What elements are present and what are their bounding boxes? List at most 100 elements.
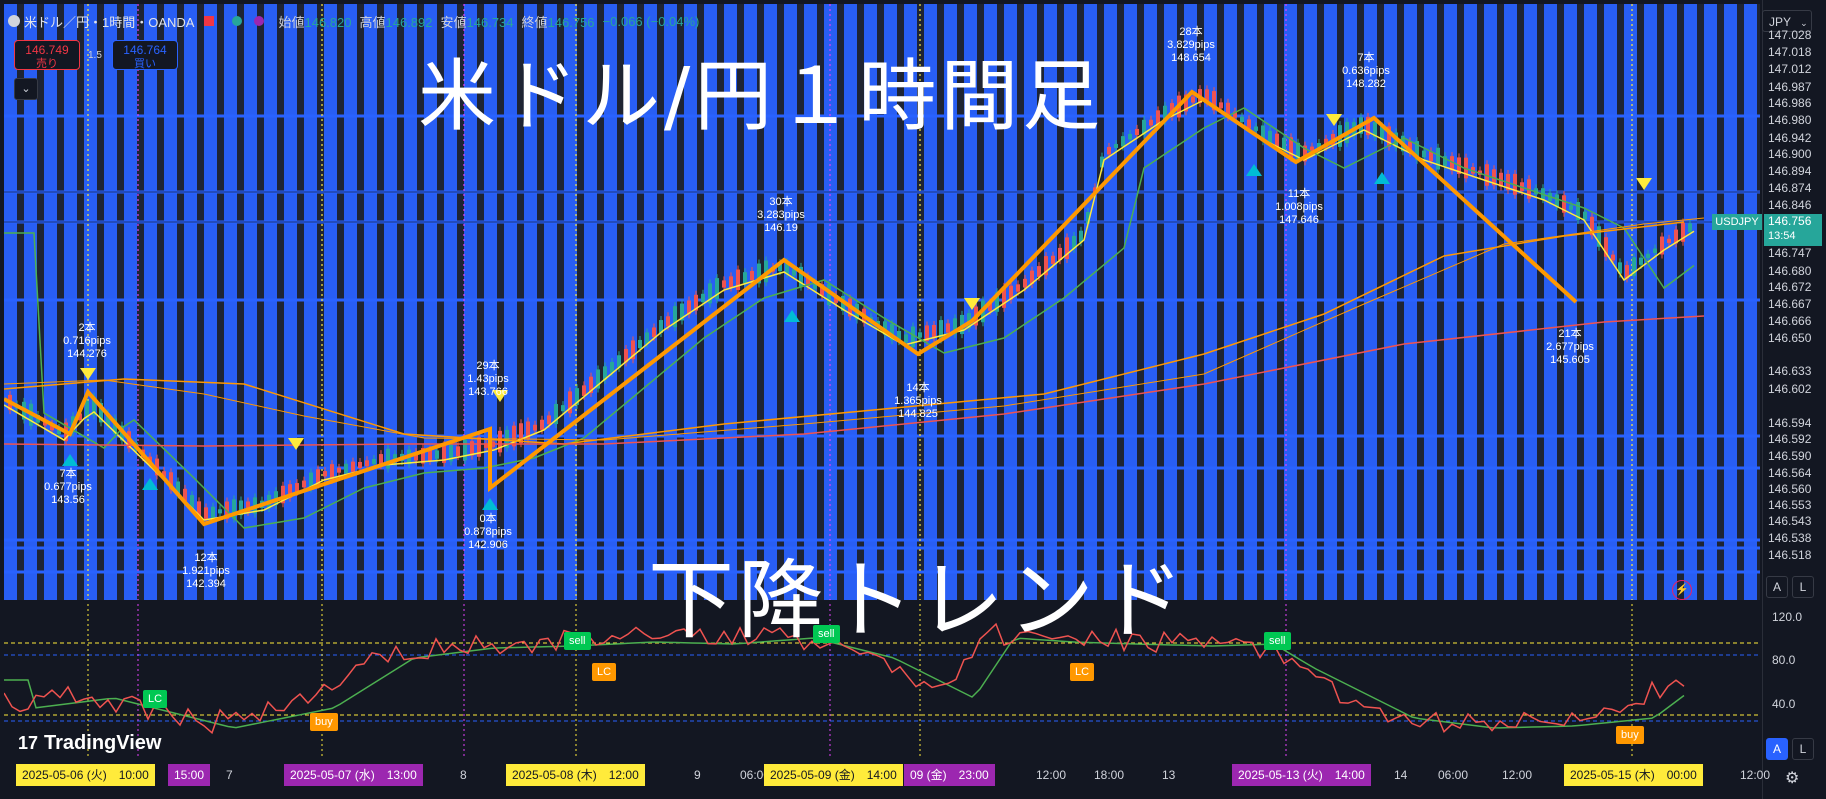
session-bar: [1664, 4, 1677, 600]
session-bar: [664, 4, 677, 600]
swing-label-line: 11本: [1287, 188, 1311, 200]
candle-body: [757, 263, 761, 284]
candle-body: [911, 326, 915, 347]
candle-body: [995, 292, 999, 312]
candle-body: [316, 469, 320, 485]
candle-body: [729, 276, 733, 288]
log-scale-button[interactable]: L: [1792, 576, 1814, 598]
candle-body: [1100, 156, 1104, 168]
price-chart-canvas[interactable]: [4, 4, 1760, 600]
price-tick-label: 146.680: [1768, 264, 1812, 278]
session-bar: [184, 4, 197, 600]
swing-label-line: 12本: [194, 552, 218, 564]
candle-body: [470, 441, 474, 456]
candle-body: [743, 272, 747, 284]
session-bar: [1584, 4, 1597, 600]
tradingview-logo-icon: [8, 15, 20, 27]
log-scale-button[interactable]: L: [1792, 738, 1814, 760]
candle-body: [456, 446, 460, 457]
candle-body: [197, 501, 201, 517]
session-bar: [1444, 4, 1457, 600]
buy-signal-badge[interactable]: buy: [310, 713, 338, 731]
chevron-down-icon: ⌄: [1800, 18, 1808, 28]
price-tick-label: 146.602: [1768, 382, 1812, 396]
candle-body: [582, 385, 586, 396]
currency-selector[interactable]: JPY ⌄: [1762, 10, 1812, 32]
session-bar: [1604, 4, 1617, 600]
oscillator-main-line: [4, 622, 1685, 735]
candle-body: [1149, 119, 1153, 126]
candle-body: [1044, 256, 1048, 276]
candle-body: [1653, 248, 1657, 254]
swing-label-line: 3.829pips: [1167, 39, 1215, 51]
swing-label-line: 1.365pips: [894, 395, 942, 407]
sell-signal-badge[interactable]: sell: [1264, 632, 1291, 650]
auto-scale-button[interactable]: A: [1766, 738, 1788, 760]
candle-body: [1065, 237, 1069, 259]
candle-body: [365, 460, 369, 467]
overlay-subtitle: 下降トレンド: [648, 551, 1188, 651]
lc-signal-badge[interactable]: LC: [592, 663, 617, 681]
session-bar: [1084, 4, 1097, 600]
candle-body: [1569, 205, 1573, 210]
candle-body: [1275, 133, 1279, 148]
session-bar: [404, 4, 417, 600]
price-axis[interactable]: [1762, 0, 1826, 799]
lc-signal-badge[interactable]: LC: [143, 690, 168, 708]
candle-body: [799, 266, 803, 287]
auto-scale-button[interactable]: A: [1766, 576, 1788, 598]
candle-body: [498, 430, 502, 453]
candle-body: [246, 501, 250, 512]
time-tick-label: 09 (金) 23:00: [904, 764, 995, 786]
session-bar: [1144, 4, 1157, 600]
lc-signal-badge[interactable]: LC: [1070, 663, 1095, 681]
sell-signal-badge[interactable]: sell: [813, 625, 840, 643]
oscillator-tick-label: 40.0: [1772, 697, 1796, 711]
swing-label-line: 2本: [78, 322, 96, 334]
candle-body: [288, 484, 292, 498]
buy-label: 買い: [134, 58, 156, 70]
candle-body: [1142, 119, 1146, 135]
session-bar: [604, 4, 617, 600]
price-pane[interactable]: [4, 4, 1760, 600]
swing-label-line: 7本: [59, 468, 77, 480]
sell-button[interactable]: 146.749 売り: [14, 40, 80, 70]
candle-body: [57, 427, 61, 435]
time-tick-label: 12:00: [1036, 768, 1067, 782]
candle-body: [162, 471, 166, 477]
time-axis[interactable]: 2025-05-06 (火) 10:00 15:00 7 2025-05-07 (水)…: [4, 764, 1770, 794]
symbol-name[interactable]: 米ドル／円・1時間・OANDA: [24, 14, 195, 30]
candle-body: [1191, 96, 1195, 103]
candle-body: [1303, 145, 1307, 162]
ohlc-key: 始値: [278, 14, 305, 30]
buy-button[interactable]: 146.764 買い: [112, 40, 178, 70]
candle-body: [414, 452, 418, 461]
candle-body: [897, 331, 901, 342]
sell-signal-badge[interactable]: sell: [564, 632, 591, 650]
candle-body: [568, 391, 572, 414]
time-tick-label: 18:00: [1094, 768, 1125, 782]
gear-icon[interactable]: ⚙: [1785, 770, 1800, 787]
candle-body: [1450, 156, 1454, 171]
candle-body: [1443, 156, 1447, 166]
candle-body: [1674, 229, 1678, 244]
price-tick-label: 146.650: [1768, 331, 1812, 345]
sell-label: 売り: [36, 58, 58, 70]
session-bar: [1204, 4, 1217, 600]
lightning-icon[interactable]: ⚡: [1672, 580, 1692, 600]
buy-triangle-icon: [1374, 172, 1390, 184]
candle-body: [1632, 257, 1636, 276]
buy-price: 146.764: [123, 43, 167, 57]
session-bar: [784, 4, 797, 600]
oscillator-pane[interactable]: [4, 604, 1760, 756]
session-bar: [1564, 4, 1577, 600]
swing-label-line: 2.677pips: [1546, 341, 1594, 353]
candle-body: [624, 348, 628, 363]
swing-label: 7本 0.677pips 143.56: [44, 468, 92, 507]
session-bar: [1644, 4, 1657, 600]
session-bar: [1184, 4, 1197, 600]
chevron-down-icon[interactable]: ⌄: [14, 78, 38, 100]
oscillator-canvas[interactable]: [4, 604, 1760, 756]
buy-signal-badge[interactable]: buy: [1616, 726, 1644, 744]
